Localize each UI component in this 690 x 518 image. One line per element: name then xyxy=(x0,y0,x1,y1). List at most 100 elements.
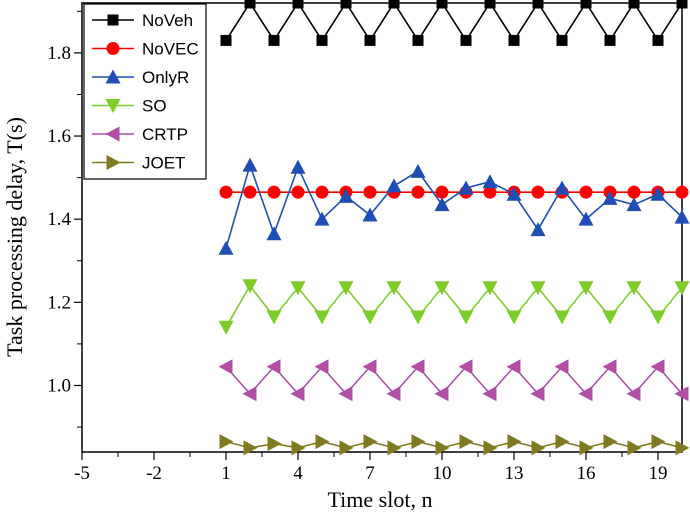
data-point xyxy=(266,226,282,241)
data-point xyxy=(267,185,281,199)
data-point xyxy=(507,434,522,450)
data-point xyxy=(674,281,690,296)
data-point xyxy=(530,386,545,402)
data-point xyxy=(242,279,258,294)
legend-marker xyxy=(105,99,121,113)
data-point xyxy=(578,281,594,296)
data-point xyxy=(243,185,257,199)
data-point xyxy=(266,310,282,325)
legend-item-so: SO xyxy=(92,97,167,116)
data-point xyxy=(604,34,616,46)
data-point xyxy=(458,180,474,195)
data-point xyxy=(434,281,450,296)
data-point xyxy=(628,0,640,9)
data-point xyxy=(412,34,424,46)
data-point xyxy=(627,440,642,456)
legend-item-onlyr: OnlyR xyxy=(92,68,189,87)
data-point xyxy=(675,440,690,456)
data-point xyxy=(314,211,330,226)
data-point xyxy=(340,0,352,9)
data-point xyxy=(218,359,233,375)
series-so xyxy=(218,279,690,335)
x-tick-label: 10 xyxy=(433,463,452,484)
data-point xyxy=(435,185,449,199)
x-tick-label: -5 xyxy=(74,463,90,484)
data-point xyxy=(482,386,497,402)
legend-marker xyxy=(105,126,120,142)
data-point xyxy=(218,320,234,335)
data-point xyxy=(338,281,354,296)
legend-label: SO xyxy=(142,97,167,116)
data-point xyxy=(531,440,546,456)
legend-label: NoVeh xyxy=(142,11,193,30)
data-point xyxy=(506,359,521,375)
data-point xyxy=(315,434,330,450)
legend-marker xyxy=(106,42,120,55)
data-point xyxy=(482,174,498,189)
data-point xyxy=(339,440,354,456)
data-point xyxy=(290,281,306,296)
data-point xyxy=(410,310,426,325)
x-tick-label: 16 xyxy=(577,463,596,484)
data-point xyxy=(460,34,472,46)
data-point xyxy=(602,359,617,375)
data-point xyxy=(387,440,402,456)
data-point xyxy=(434,386,449,402)
data-point xyxy=(243,440,258,456)
data-point xyxy=(291,440,306,456)
data-point xyxy=(266,359,281,375)
data-point xyxy=(459,434,474,450)
plot-frame xyxy=(81,2,683,453)
data-point xyxy=(508,34,520,46)
series-novec xyxy=(219,185,689,199)
data-point xyxy=(363,185,377,199)
data-point xyxy=(314,310,330,325)
data-point xyxy=(338,386,353,402)
data-point xyxy=(364,34,376,46)
data-point xyxy=(458,359,473,375)
data-point xyxy=(556,34,568,46)
data-point xyxy=(483,185,497,199)
data-point xyxy=(578,386,593,402)
data-point xyxy=(292,0,304,9)
data-point xyxy=(674,386,689,402)
data-point xyxy=(650,359,665,375)
y-tick-label: 1.4 xyxy=(47,209,71,230)
data-point xyxy=(602,310,618,325)
data-point xyxy=(244,0,256,9)
x-tick-label: -2 xyxy=(146,463,162,484)
data-point xyxy=(555,434,570,450)
legend-item-joet: JOET xyxy=(92,154,185,173)
data-point xyxy=(458,310,474,325)
data-point xyxy=(362,310,378,325)
data-point xyxy=(652,34,664,46)
data-point xyxy=(362,359,377,375)
legend-marker xyxy=(107,14,119,26)
data-point xyxy=(602,190,618,205)
y-tick-label: 1.0 xyxy=(47,375,71,396)
series-noveh xyxy=(220,0,688,46)
data-point xyxy=(411,434,426,450)
y-tick-label: 1.8 xyxy=(47,43,71,64)
data-point xyxy=(290,159,306,174)
axes-frame-layer xyxy=(81,2,683,453)
data-point xyxy=(482,281,498,296)
data-point xyxy=(242,386,257,402)
data-point xyxy=(530,222,546,237)
data-point xyxy=(676,0,688,9)
legend-item-novec: NoVEC xyxy=(92,40,199,59)
data-point xyxy=(219,434,234,450)
data-point xyxy=(530,281,546,296)
y-axis-title: Task processing delay, T(s) xyxy=(2,117,27,357)
series-joet xyxy=(219,434,690,456)
legend-box xyxy=(83,3,207,180)
data-point xyxy=(506,186,522,201)
series-onlyr xyxy=(218,157,690,255)
data-point xyxy=(626,281,642,296)
series-layer xyxy=(218,0,690,456)
data-point xyxy=(411,185,425,199)
data-point xyxy=(650,186,666,201)
x-tick-label: 19 xyxy=(649,463,668,484)
data-point xyxy=(218,240,234,255)
series-line xyxy=(225,284,683,328)
